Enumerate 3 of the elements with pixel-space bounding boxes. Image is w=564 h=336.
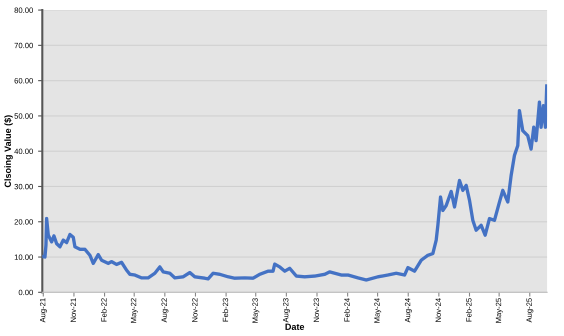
y-axis-title: Clsoing Value ($) — [4, 115, 13, 188]
x-axis-title: Date — [286, 324, 304, 330]
line-series — [42, 84, 548, 282]
